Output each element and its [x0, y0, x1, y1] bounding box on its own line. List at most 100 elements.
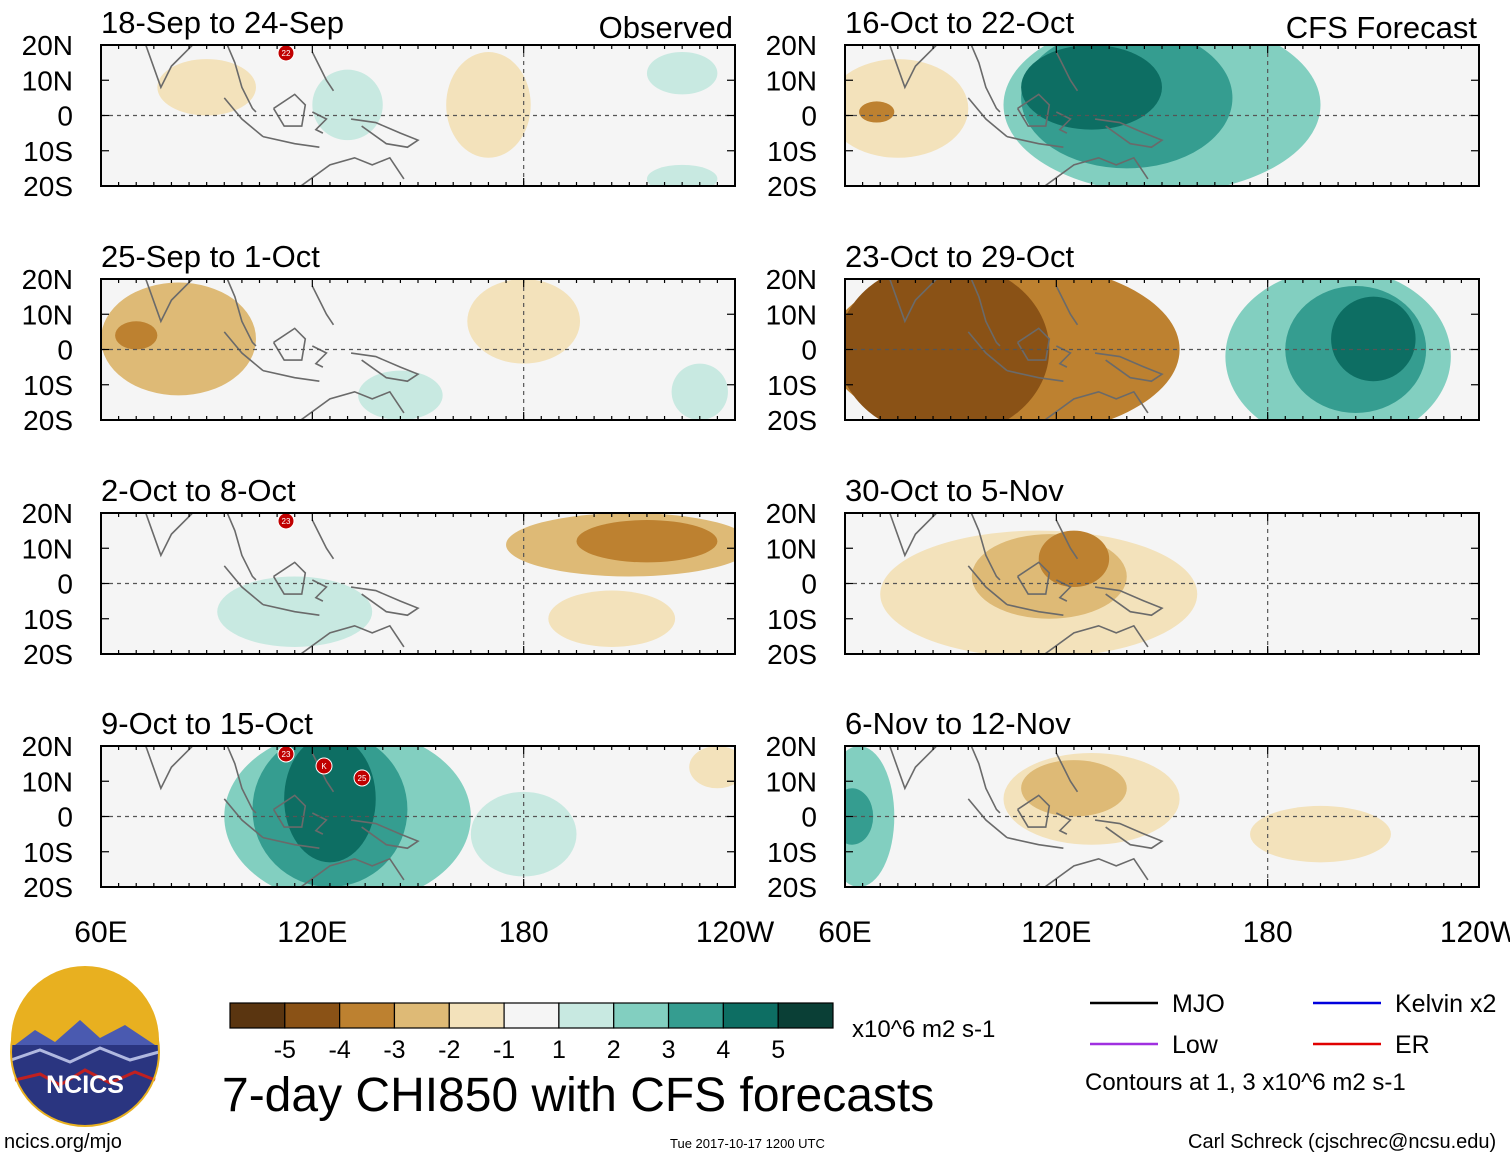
legend-label: Low	[1172, 1031, 1219, 1059]
map-panel: 23-Oct to 29-Oct 20N 10N 0 10S 20S	[766, 239, 1480, 436]
coastline	[1055, 752, 1079, 793]
footer-url[interactable]: ncics.org/mjo	[4, 1131, 122, 1153]
coastline	[967, 798, 1008, 839]
coastline	[223, 331, 264, 372]
coastline	[1006, 603, 1064, 617]
colorbar-swatch	[284, 1002, 341, 1029]
lat-label: 0	[57, 335, 73, 366]
coastline	[311, 285, 335, 326]
footer-author: Carl Schreck (cjschrec@ncsu.edu)	[1188, 1131, 1497, 1153]
coastline	[888, 45, 938, 90]
colorbar-tick: 3	[662, 1036, 676, 1064]
lat-label: 20N	[22, 498, 73, 529]
colorbar-tick: -1	[493, 1036, 515, 1064]
anomaly-region	[157, 59, 256, 116]
coastline	[350, 819, 420, 850]
coastline	[1006, 135, 1064, 149]
panel-title: 25-Sep to 1-Oct	[101, 239, 320, 274]
coastline	[1006, 369, 1064, 383]
anomaly-region	[689, 746, 735, 789]
coastline	[970, 45, 1001, 113]
legend-label: ER	[1395, 1031, 1430, 1059]
coastline	[1043, 857, 1149, 887]
coastline	[888, 746, 938, 791]
panel-title: 16-Oct to 22-Oct	[845, 5, 1075, 40]
anomaly-region	[845, 788, 874, 845]
map-panel: 22 18-Sep to 24-Sep Observed 20N 10N 0 10S 20S	[22, 5, 736, 202]
coastline	[350, 352, 420, 383]
anomaly-region	[1331, 296, 1416, 382]
lat-label: 0	[57, 802, 73, 833]
coastline	[223, 565, 264, 606]
anomaly-region	[671, 363, 728, 420]
coastline	[1094, 586, 1164, 617]
lat-label: 20N	[766, 731, 817, 762]
anomaly-region	[1038, 530, 1110, 588]
anomaly-region	[101, 282, 256, 396]
coastline	[888, 513, 938, 558]
lat-label: 20N	[766, 30, 817, 61]
panel-corner-label: Observed	[599, 10, 733, 45]
storm-label: 25	[358, 774, 367, 783]
lat-label: 10S	[767, 136, 817, 167]
storm-label: 23	[282, 750, 291, 759]
logo-sun	[11, 966, 159, 1045]
lat-label: 0	[801, 802, 817, 833]
colorbar-swatch	[722, 1002, 779, 1029]
lat-label: 20N	[22, 264, 73, 295]
coastline	[970, 746, 1001, 814]
lat-label: 20N	[22, 731, 73, 762]
coastline	[967, 97, 1008, 138]
coastline	[967, 565, 1008, 606]
lat-label: 10S	[767, 837, 817, 868]
lat-label: 20S	[767, 171, 817, 202]
chart-title: 7-day CHI850 with CFS forecasts	[222, 1069, 935, 1122]
legend-label: Kelvin x2	[1395, 990, 1496, 1018]
coastline	[262, 369, 320, 383]
lat-label: 20S	[23, 639, 73, 670]
lon-label: 180	[499, 916, 549, 949]
colorbar-swatch	[339, 1002, 396, 1029]
storm-label: 22	[282, 49, 291, 58]
logo-text: NCICS	[46, 1071, 124, 1099]
colorbar-tick: -4	[329, 1036, 351, 1064]
anomaly-region	[646, 164, 718, 186]
coastline	[262, 135, 320, 149]
anomaly-region	[1021, 760, 1127, 817]
colorbar-units: x10^6 m2 s-1	[852, 1016, 996, 1043]
map-panel: 25-Sep to 1-Oct 20N 10N 0 10S 20S	[22, 239, 736, 436]
coastline	[226, 279, 257, 347]
lat-label: 20N	[766, 264, 817, 295]
colorbar-swatch	[393, 1002, 450, 1029]
colorbar-tick: -2	[438, 1036, 460, 1064]
lat-label: 0	[57, 569, 73, 600]
coastline	[226, 746, 257, 814]
colorbar-swatch	[558, 1002, 615, 1029]
colorbar-swatch	[667, 1002, 724, 1029]
lat-label: 20S	[23, 405, 73, 436]
panel-title: 2-Oct to 8-Oct	[101, 473, 296, 508]
coastline	[226, 45, 257, 113]
anomaly-region	[576, 520, 718, 563]
coastline	[311, 51, 335, 92]
panel-title: 23-Oct to 29-Oct	[845, 239, 1075, 274]
panel-title: 30-Oct to 5-Nov	[845, 473, 1064, 508]
map-panel: 23 2-Oct to 8-Oct 20N 10N 0 10S 20S	[22, 473, 736, 670]
lat-label: 10N	[766, 766, 817, 797]
lat-label: 20N	[22, 30, 73, 61]
coastline	[1094, 118, 1164, 149]
colorbar-tick: -3	[383, 1036, 405, 1064]
lat-label: 20S	[767, 639, 817, 670]
storm-marker	[315, 757, 333, 775]
lat-label: 10N	[22, 533, 73, 564]
coastline	[144, 746, 194, 791]
anomaly-region	[859, 101, 895, 123]
lon-label: 120E	[1021, 916, 1091, 949]
map-panel: 16-Oct to 22-Oct CFS Forecast 20N 10N 0 10S 20…	[766, 5, 1480, 202]
ncics-logo: NCICS	[10, 966, 160, 1127]
coastline	[1055, 285, 1079, 326]
lon-label: 180	[1243, 916, 1293, 949]
coastline	[262, 836, 320, 850]
